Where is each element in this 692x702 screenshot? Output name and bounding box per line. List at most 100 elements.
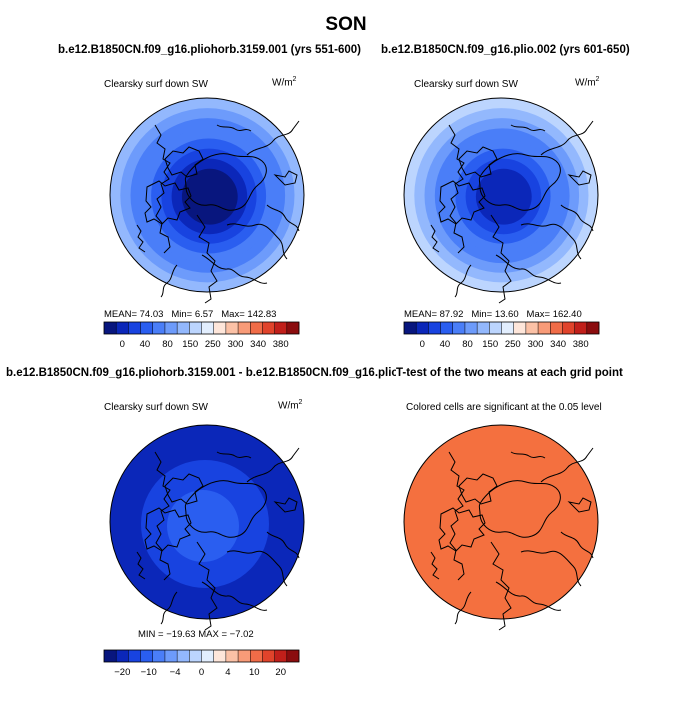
colorbar-tick-label: 40 <box>140 339 151 350</box>
colorbar-swatch <box>152 650 166 662</box>
colorbar-tick-label: −4 <box>170 667 181 678</box>
colorbar-swatch <box>225 650 239 662</box>
panel-3-stats: MIN = −19.63 MAX = −7.02 <box>138 629 254 640</box>
colorbar-swatch <box>452 322 466 334</box>
colorbar-swatch <box>177 322 190 334</box>
panel-3-map <box>110 425 304 619</box>
panel-1-map-border <box>109 97 305 293</box>
colorbar-swatch <box>177 650 190 662</box>
colorbar-swatch <box>274 322 288 334</box>
colorbar-tick-label: 4 <box>225 667 230 678</box>
colorbar-tick-label: 300 <box>528 339 544 350</box>
panel-2-title: b.e12.B1850CN.f09_g16.plio.002 (yrs 601-… <box>381 44 630 56</box>
colorbar-swatch <box>550 322 563 334</box>
panel-2-map-border <box>403 97 599 293</box>
colorbar-tick-label: 250 <box>205 339 221 350</box>
colorbar-swatch <box>201 322 214 334</box>
colorbar-swatch <box>489 322 502 334</box>
colorbar-tick-label: 20 <box>275 667 286 678</box>
colorbar-swatch <box>250 650 263 662</box>
panel-1-stats: MEAN= 74.03 Min= 6.57 Max= 142.83 <box>104 309 277 320</box>
colorbar-swatch <box>262 650 275 662</box>
panel-1-colorbar: 0 40 80 150 250 300 340 380 <box>103 321 300 350</box>
colorbar-tick-label: 380 <box>573 339 589 350</box>
panel-4-map <box>404 425 598 619</box>
field-ring <box>475 168 532 225</box>
colorbar-tick-label: 340 <box>550 339 566 350</box>
colorbar-tick-label: 80 <box>162 339 173 350</box>
colorbar-swatch <box>213 650 227 662</box>
colorbar-swatch <box>586 322 600 334</box>
colorbar-swatch <box>116 322 129 334</box>
colorbar-swatch <box>213 322 227 334</box>
colorbar-swatch <box>128 650 141 662</box>
colorbar-swatch <box>404 322 417 334</box>
colorbar-swatch <box>464 322 478 334</box>
colorbar-swatch <box>128 322 141 334</box>
colorbar-swatch <box>164 322 178 334</box>
colorbar-swatch <box>440 322 454 334</box>
colorbar-tick-label: −20 <box>114 667 130 678</box>
panel-2-colorbar: 0 40 80 150 250 300 340 380 <box>403 321 600 350</box>
colorbar-swatch <box>189 650 202 662</box>
panel-4-significance-fill <box>404 425 598 619</box>
panel-1-map <box>110 98 304 292</box>
colorbar-tick-label: 380 <box>273 339 289 350</box>
panel-1-title: b.e12.B1850CN.f09_g16.pliohorb.3159.001 … <box>58 44 361 56</box>
colorbar-swatch <box>538 322 551 334</box>
colorbar-tick-label: 250 <box>505 339 521 350</box>
colorbar-swatch <box>513 322 527 334</box>
panel-2-stats: MEAN= 87.92 Min= 13.60 Max= 162.40 <box>404 309 582 320</box>
field-ring <box>181 168 238 225</box>
panel-4-title: T-test of the two means at each grid poi… <box>396 367 623 379</box>
panel-2-map <box>404 98 598 292</box>
panel-3-variable-label: Clearsky surf down SW <box>104 402 208 413</box>
colorbar-swatch <box>416 322 429 334</box>
colorbar-tick-label: 10 <box>249 667 260 678</box>
panel-4-variable-label: Colored cells are significant at the 0.0… <box>406 402 602 413</box>
colorbar-swatch <box>250 322 263 334</box>
colorbar-tick-label: 150 <box>482 339 498 350</box>
colorbar-swatch <box>238 322 251 334</box>
colorbar-swatch <box>477 322 490 334</box>
panel-3-colorbar: −20 −10 −4 0 4 10 20 <box>103 649 300 678</box>
colorbar-swatch <box>574 322 588 334</box>
colorbar-swatch <box>152 322 166 334</box>
colorbar-swatch <box>274 650 288 662</box>
panel-4-map-border <box>403 424 599 620</box>
colorbar-tick-label: 80 <box>462 339 473 350</box>
colorbar-swatch <box>116 650 129 662</box>
panel-1-units: W/m2 <box>272 76 297 89</box>
colorbar-tick-label: 300 <box>228 339 244 350</box>
colorbar-swatch <box>189 322 202 334</box>
colorbar-swatch <box>238 650 251 662</box>
colorbar-swatch <box>286 650 300 662</box>
colorbar-tick-label: 340 <box>250 339 266 350</box>
colorbar-swatch <box>104 322 117 334</box>
panel-3-title: b.e12.B1850CN.f09_g16.pliohorb.3159.001 … <box>6 367 421 379</box>
colorbar-swatch <box>140 650 154 662</box>
colorbar-swatch <box>262 322 275 334</box>
colorbar-swatch <box>201 650 214 662</box>
colorbar-swatch <box>164 650 178 662</box>
colorbar-swatch <box>562 322 575 334</box>
panel-1-variable-label: Clearsky surf down SW <box>104 79 208 90</box>
colorbar-tick-label: 0 <box>420 339 425 350</box>
colorbar-swatch <box>104 650 117 662</box>
panel-3-units: W/m2 <box>278 399 303 412</box>
colorbar-tick-label: −10 <box>141 667 157 678</box>
colorbar-swatch <box>428 322 441 334</box>
colorbar-swatch <box>140 322 154 334</box>
colorbar-tick-label: 40 <box>440 339 451 350</box>
panel-3-map-border <box>109 424 305 620</box>
colorbar-swatch <box>501 322 514 334</box>
colorbar-swatch <box>225 322 239 334</box>
colorbar-tick-label: 150 <box>182 339 198 350</box>
page-title: SON <box>325 14 367 35</box>
panel-2-units: W/m2 <box>575 76 600 89</box>
colorbar-tick-label: 0 <box>120 339 125 350</box>
panel-2-variable-label: Clearsky surf down SW <box>414 79 518 90</box>
colorbar-tick-label: 0 <box>199 667 204 678</box>
colorbar-swatch <box>525 322 539 334</box>
